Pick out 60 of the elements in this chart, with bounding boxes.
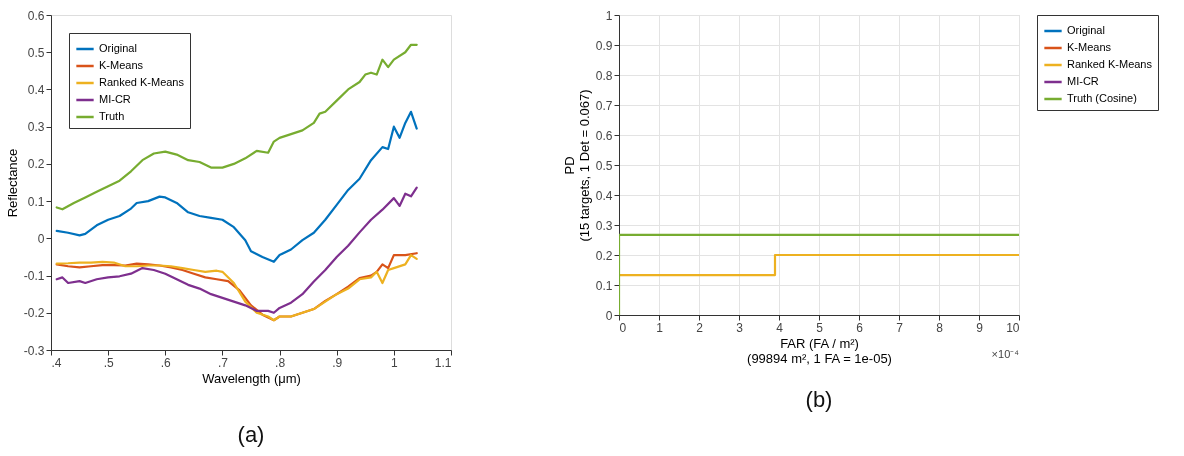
y-tick-label: 0 [605, 308, 613, 323]
y-axis-title: Reflectance [4, 148, 20, 218]
x-tick-label: 4 [776, 320, 784, 335]
x-tick-label: .6 [160, 355, 172, 370]
y-tick-label: 0.9 [595, 38, 613, 53]
x-tick-label: 5 [816, 320, 824, 335]
y-tick-label: 0.1 [27, 194, 45, 209]
y-tick-label: 0.5 [595, 158, 613, 173]
y-tick-label: 0.5 [27, 45, 45, 60]
line-series [55, 110, 418, 263]
y-tick-label: 0.4 [27, 82, 45, 97]
y-tick-label: 0.8 [595, 68, 613, 83]
y-tick-label: 0.3 [595, 218, 613, 233]
x-tick-label: 3 [736, 320, 744, 335]
x-tick-label: 2 [696, 320, 704, 335]
legend-label: K-Means [99, 59, 144, 71]
y-tick-label: -0.1 [23, 269, 45, 284]
y-tick-label: 0 [37, 231, 45, 246]
legend-label: Truth [99, 110, 125, 122]
x-tick-label: .8 [275, 355, 286, 370]
legend-label: Ranked K-Means [1067, 58, 1153, 70]
x-tick-label: 0 [619, 320, 627, 335]
legend-label: Original [99, 42, 137, 54]
legend-label: Original [1067, 24, 1105, 36]
y-tick-label: -0.2 [23, 306, 45, 321]
x-tick-label: 7 [896, 320, 904, 335]
y-tick-label: 0.3 [27, 120, 45, 135]
x-tick-label: .4 [51, 355, 62, 370]
x-tick-label: 9 [976, 320, 984, 335]
x-tick-label: .7 [217, 355, 229, 370]
x-tick-label: .9 [332, 355, 343, 370]
legend-label: MI-CR [1067, 75, 1099, 87]
x-tick-label: .5 [103, 355, 114, 370]
x-tick-label: 6 [856, 320, 864, 335]
x-tick-label: 1 [391, 355, 399, 370]
y-tick-label: 0.1 [595, 278, 613, 293]
y-tick-label: 0.6 [595, 128, 613, 143]
x-axis-title: Wavelength (μm) [202, 370, 301, 386]
y-tick-label: 0.4 [595, 188, 613, 203]
legend-label: K-Means [1067, 41, 1112, 53]
legend-label: MI-CR [99, 93, 131, 105]
y-tick-label: -0.3 [23, 343, 45, 358]
legend-label: Truth (Cosine) [1067, 92, 1137, 104]
x-tick-label: 1.1 [434, 355, 452, 370]
y-tick-label: 0.6 [27, 8, 45, 23]
line-series [55, 186, 418, 314]
text: ×10⁻⁴ [991, 348, 1020, 360]
legend-label: Ranked K-Means [99, 76, 185, 88]
y-tick-label: 0.7 [595, 98, 613, 113]
x-axis-title: FAR (FA / m²) (99894 m², 1 FA = 1e-05) [747, 335, 892, 366]
y-axis-title: PD (15 targets, 1 Det = 0.067) [561, 89, 592, 242]
text: (b) [805, 387, 833, 412]
y-tick-label: 1 [605, 8, 613, 23]
x-tick-label: 8 [936, 320, 944, 335]
y-tick-label: 0.2 [595, 248, 613, 263]
line-series [55, 43, 418, 211]
x-tick-label: 1 [656, 320, 664, 335]
x-tick-label: 10 [1006, 320, 1020, 335]
text: (a) [237, 422, 265, 447]
y-tick-label: 0.2 [27, 157, 45, 172]
